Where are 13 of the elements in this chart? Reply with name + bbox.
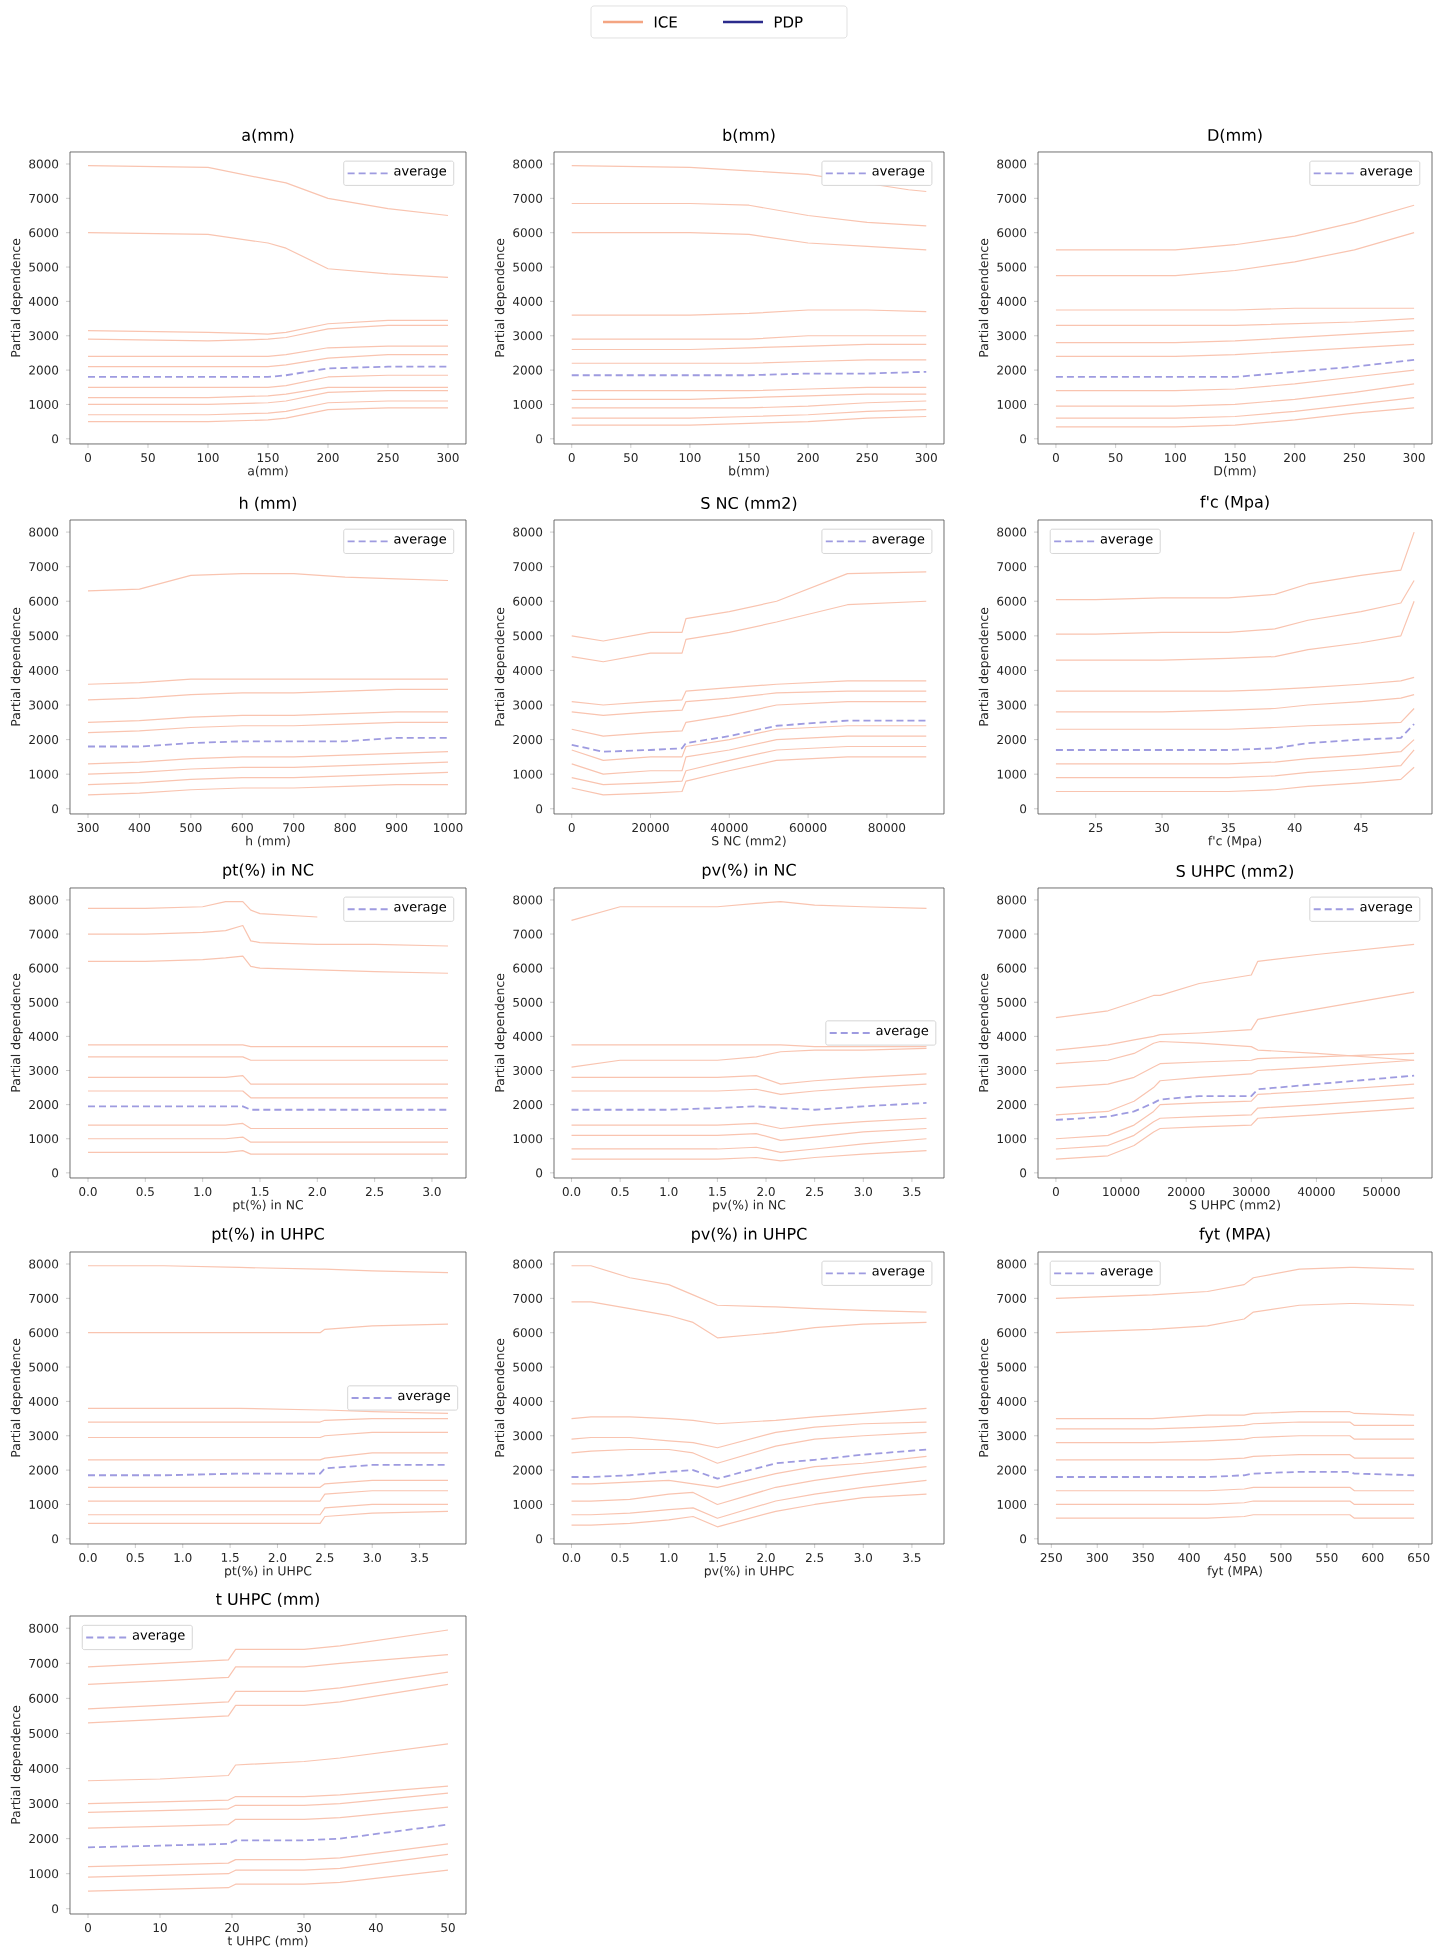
chart-title: a(mm)	[242, 128, 294, 143]
chart-title: S NC (mm2)	[701, 496, 797, 511]
chart-title: pv(%) in UHPC	[692, 1227, 807, 1243]
chart-title: pt(%) in UHPC	[212, 1227, 324, 1243]
chart-title: f'c (Mpa)	[1200, 495, 1269, 511]
chart-title: fyt (MPA)	[1199, 1227, 1270, 1243]
chart-title: pt(%) in NC	[223, 863, 314, 879]
chart-title: t UHPC (mm)	[216, 1592, 319, 1607]
chart-title: b(mm)	[723, 128, 775, 143]
chart-title: S UHPC (mm2)	[1176, 864, 1293, 879]
chart-title: pv(%) in NC	[702, 863, 796, 879]
chart-title: h (mm)	[240, 496, 297, 511]
chart-title: D(mm)	[1208, 128, 1262, 143]
